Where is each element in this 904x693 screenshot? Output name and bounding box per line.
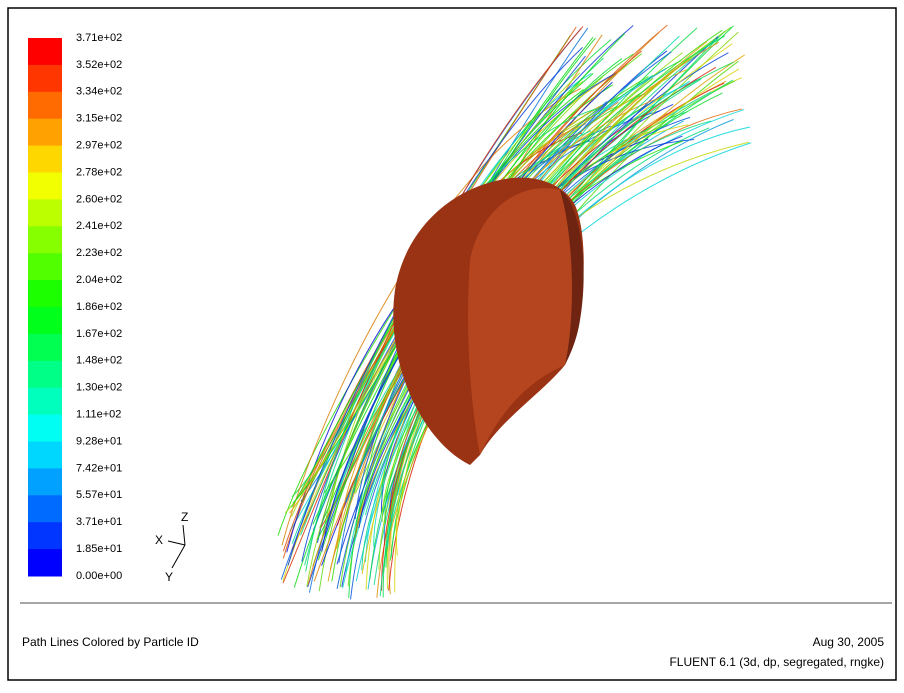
colorbar-label: 0.00e+00	[76, 570, 122, 582]
colorbar-label: 1.85e+01	[76, 543, 122, 555]
footer-date: Aug 30, 2005	[813, 635, 885, 649]
colorbar-label: 9.28e+01	[76, 435, 122, 447]
footer-title: Path Lines Colored by Particle ID	[22, 635, 199, 649]
triad-x-label: X	[155, 533, 163, 547]
color-swatch	[28, 199, 62, 227]
triad-y-label: Y	[165, 570, 173, 584]
color-swatch	[28, 172, 62, 200]
colorbar-label: 7.42e+01	[76, 462, 122, 474]
dome-rim	[560, 190, 584, 365]
triad-y	[171, 544, 186, 569]
colorbar-label: 3.15e+02	[76, 113, 122, 125]
color-swatch	[28, 118, 62, 147]
color-swatch	[28, 495, 62, 523]
colorbar-label: 3.71e+01	[76, 516, 122, 528]
colorbar-label: 1.48e+02	[76, 355, 122, 367]
colorbar-label: 3.34e+02	[76, 86, 122, 98]
triad-x	[167, 540, 186, 546]
colorbar-label: 2.41e+02	[76, 220, 122, 232]
triad-z	[182, 524, 186, 546]
body-surface	[393, 177, 584, 466]
color-swatch	[28, 549, 62, 577]
colorbar-label: 3.71e+02	[76, 32, 122, 44]
triad-z-label: Z	[181, 510, 188, 524]
colorbar-label: 2.78e+02	[76, 166, 122, 178]
colorbar: 3.71e+02 3.52e+02 3.34e+02 3.15e+02 2.97e+02…	[28, 32, 122, 582]
color-swatch	[28, 333, 62, 362]
footer-solver: FLUENT 6.1 (3d, dp, segregated, rngke)	[669, 655, 884, 669]
color-swatch	[28, 91, 62, 120]
color-swatch	[28, 360, 62, 389]
color-swatch	[28, 280, 62, 308]
colorbar-label: 1.86e+02	[76, 301, 122, 313]
colorbar-label: 1.30e+02	[76, 382, 122, 394]
colorbar-label: 2.04e+02	[76, 274, 122, 286]
color-swatch	[28, 468, 62, 496]
color-swatch	[28, 64, 62, 93]
color-swatch	[28, 307, 62, 335]
color-swatch	[28, 226, 62, 254]
axes-triad	[167, 524, 186, 569]
colorbar-label: 1.67e+02	[76, 328, 122, 340]
colorbar-label: 1.11e+02	[76, 409, 121, 421]
color-swatch	[28, 145, 62, 173]
colorbar-label: 2.60e+02	[76, 193, 122, 205]
color-swatch	[28, 441, 62, 469]
colorbar-label: 2.23e+02	[76, 247, 122, 259]
color-swatch	[28, 522, 62, 550]
color-swatch	[28, 387, 62, 416]
colorbar-label: 5.57e+01	[76, 489, 122, 501]
dome-face	[468, 188, 577, 455]
colorbar-label: 2.97e+02	[76, 140, 122, 152]
colorbar-label: 3.52e+02	[76, 59, 122, 71]
color-swatch	[28, 414, 62, 442]
color-swatch	[28, 253, 62, 281]
color-swatch	[28, 38, 62, 66]
